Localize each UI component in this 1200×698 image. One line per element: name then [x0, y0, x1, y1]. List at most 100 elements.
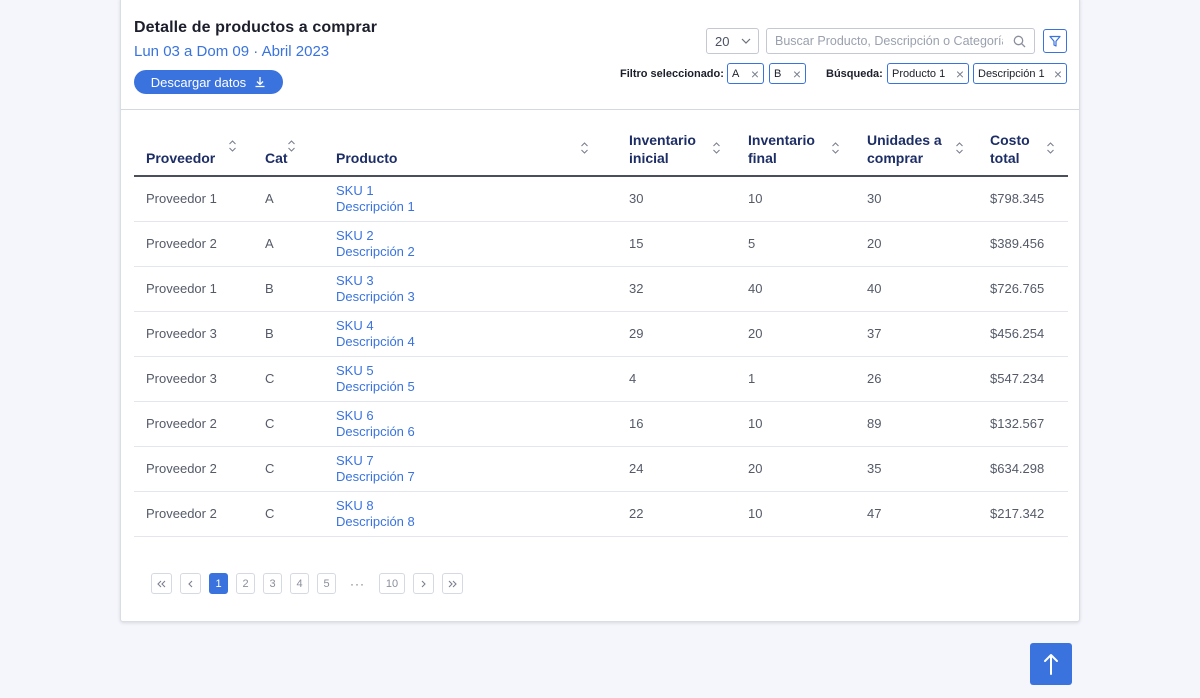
table-row: Proveedor 2 C SKU 8 Descripción 8 22 10 47 $217… — [134, 491, 1068, 537]
chevron-right-icon — [421, 580, 426, 587]
description-link[interactable]: Descripción 8 — [336, 513, 415, 529]
column-header-cat[interactable]: Cat — [253, 123, 324, 177]
prev-page-button[interactable] — [180, 573, 201, 594]
column-header-inventario-final[interactable]: Inventario final — [736, 123, 855, 177]
filter-chip: A × — [727, 63, 764, 84]
filter-button[interactable] — [1043, 29, 1067, 53]
last-page-button[interactable] — [442, 573, 463, 594]
description-link[interactable]: Descripción 5 — [336, 378, 415, 394]
close-icon[interactable]: × — [1053, 65, 1062, 82]
cell-cat: A — [253, 176, 324, 222]
column-header-inventario-inicial[interactable]: Inventario inicial — [617, 123, 736, 177]
column-label: Proveedor — [146, 150, 216, 166]
page-button[interactable]: 1 — [209, 573, 228, 594]
column-label: total — [990, 150, 1020, 166]
column-header-costo-total[interactable]: Costo total — [978, 123, 1068, 177]
next-page-button[interactable] — [413, 573, 434, 594]
cell-producto: SKU 3 Descripción 3 — [324, 266, 617, 312]
cell-inventario-final: 20 — [736, 446, 855, 492]
pagination-ellipsis: ··· — [350, 576, 365, 591]
cell-cat: C — [253, 356, 324, 402]
description-link[interactable]: Descripción 7 — [336, 468, 415, 484]
cell-unidades-a-comprar: 20 — [855, 221, 978, 267]
cell-inventario-final: 5 — [736, 221, 855, 267]
sort-icon[interactable] — [580, 141, 589, 155]
cell-cat: B — [253, 266, 324, 312]
scroll-to-top-button[interactable] — [1030, 643, 1072, 685]
cell-proveedor: Proveedor 2 — [134, 401, 253, 447]
sku-link[interactable]: SKU 6 — [336, 407, 374, 423]
sort-icon[interactable] — [287, 139, 296, 153]
table-body: Proveedor 1 A SKU 1 Descripción 1 30 10 30 $798… — [134, 176, 1068, 537]
search-field[interactable] — [766, 28, 1035, 54]
table-row: Proveedor 2 C SKU 6 Descripción 6 16 10 89 $132… — [134, 401, 1068, 447]
products-table: Proveedor Cat Producto Inventario inicia… — [134, 123, 1068, 537]
column-header-producto[interactable]: Producto — [324, 123, 617, 177]
page-button[interactable]: 2 — [236, 573, 255, 594]
search-label: Búsqueda: — [826, 68, 883, 80]
page-button[interactable]: 4 — [290, 573, 309, 594]
cell-producto: SKU 1 Descripción 1 — [324, 176, 617, 222]
sku-link[interactable]: SKU 5 — [336, 362, 374, 378]
chevron-down-icon — [742, 38, 751, 44]
pagination: 1 2 3 4 5 ··· 10 — [151, 573, 471, 594]
double-chevron-right-icon — [448, 580, 457, 587]
search-icon[interactable] — [1013, 35, 1026, 48]
cell-unidades-a-comprar: 47 — [855, 491, 978, 537]
sort-icon[interactable] — [228, 139, 237, 153]
description-link[interactable]: Descripción 4 — [336, 333, 415, 349]
description-link[interactable]: Descripción 1 — [336, 198, 415, 214]
sort-icon[interactable] — [712, 141, 721, 155]
cell-inventario-inicial: 32 — [617, 266, 736, 312]
close-icon[interactable]: × — [750, 65, 759, 82]
page-button[interactable]: 5 — [317, 573, 336, 594]
description-link[interactable]: Descripción 3 — [336, 288, 415, 304]
column-label: comprar — [867, 150, 924, 166]
description-link[interactable]: Descripción 2 — [336, 243, 415, 259]
cell-inventario-final: 40 — [736, 266, 855, 312]
download-data-button[interactable]: Descargar datos — [134, 70, 283, 94]
cell-cat: C — [253, 446, 324, 492]
cell-costo-total: $798.345 — [978, 176, 1068, 222]
sku-link[interactable]: SKU 4 — [336, 317, 374, 333]
search-input[interactable] — [775, 34, 1003, 48]
cell-unidades-a-comprar: 30 — [855, 176, 978, 222]
sort-icon[interactable] — [1046, 141, 1055, 155]
close-icon[interactable]: × — [955, 65, 964, 82]
cell-proveedor: Proveedor 3 — [134, 311, 253, 357]
cell-unidades-a-comprar: 40 — [855, 266, 978, 312]
search-chip-label: Producto 1 — [892, 67, 946, 80]
sort-icon[interactable] — [955, 141, 964, 155]
first-page-button[interactable] — [151, 573, 172, 594]
cell-inventario-inicial: 24 — [617, 446, 736, 492]
page-button[interactable]: 3 — [263, 573, 282, 594]
page-button[interactable]: 10 — [379, 573, 405, 594]
cell-proveedor: Proveedor 1 — [134, 266, 253, 312]
cell-costo-total: $547.234 — [978, 356, 1068, 402]
cell-producto: SKU 5 Descripción 5 — [324, 356, 617, 402]
sku-link[interactable]: SKU 3 — [336, 272, 374, 288]
sku-link[interactable]: SKU 7 — [336, 452, 374, 468]
per-page-select[interactable]: 20 — [706, 28, 759, 54]
column-label: final — [748, 150, 777, 166]
description-link[interactable]: Descripción 6 — [336, 423, 415, 439]
column-label: Inventario — [629, 132, 696, 148]
column-header-proveedor[interactable]: Proveedor — [134, 123, 253, 177]
sort-icon[interactable] — [831, 141, 840, 155]
sku-link[interactable]: SKU 2 — [336, 227, 374, 243]
cell-proveedor: Proveedor 2 — [134, 221, 253, 267]
column-label: Cat — [265, 150, 288, 166]
per-page-value: 20 — [715, 33, 730, 49]
column-label: Costo — [990, 132, 1030, 148]
cell-costo-total: $726.765 — [978, 266, 1068, 312]
close-icon[interactable]: × — [792, 65, 801, 82]
cell-inventario-inicial: 29 — [617, 311, 736, 357]
cell-proveedor: Proveedor 2 — [134, 491, 253, 537]
page-title: Detalle de productos a comprar — [134, 19, 378, 36]
cell-inventario-final: 20 — [736, 311, 855, 357]
column-header-unidades-a-comprar[interactable]: Unidades a comprar — [855, 123, 978, 177]
sku-link[interactable]: SKU 8 — [336, 497, 374, 513]
cell-unidades-a-comprar: 26 — [855, 356, 978, 402]
cell-inventario-inicial: 15 — [617, 221, 736, 267]
sku-link[interactable]: SKU 1 — [336, 182, 374, 198]
